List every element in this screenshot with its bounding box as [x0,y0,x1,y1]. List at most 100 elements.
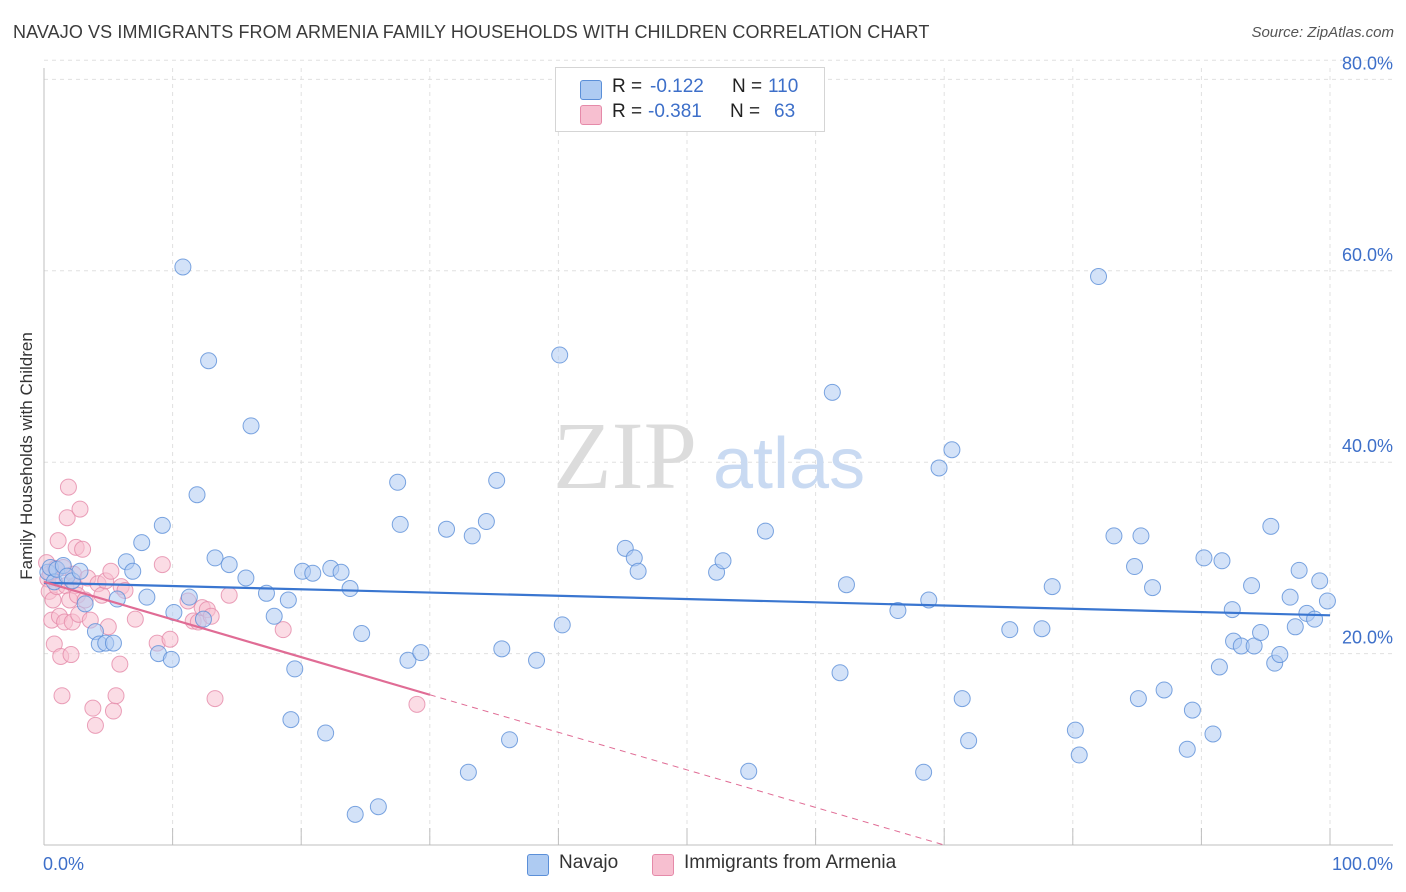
watermark-zip: ZIP [553,402,697,509]
navajo-point-83 [1126,558,1144,576]
navajo-point-54 [493,640,511,658]
navajo-point-86 [1144,579,1162,597]
navajo-swatch [580,80,602,100]
navajo-point-103 [1281,588,1299,606]
y-tick-label-20: 20.0% [1342,628,1393,648]
navajo-point-68 [837,576,855,594]
navajo-point-78 [1043,578,1061,596]
navajo-point-93 [1213,552,1231,570]
navajo-point-48 [412,644,430,662]
navajo-point-42 [346,805,364,823]
navajo-point-77 [1033,620,1051,638]
navajo-point-76 [1001,621,1019,639]
series-immigrants-from-armenia [38,478,426,734]
armenia-point-56 [408,695,426,713]
navajo-n-label: N = [732,76,763,97]
navajo-point-20 [162,650,180,668]
armenia-point-39 [107,687,125,705]
armenia-point-53 [206,690,224,708]
x-tick-labels: 0.0% 100.0% [43,854,1393,874]
navajo-point-12 [104,634,122,652]
correlation-stats-box: R = -0.122 N = 110 R = -0.381 N = 63 [555,67,825,132]
trend-lines [43,580,1331,846]
armenia-point-9 [49,532,67,550]
navajo-n-value: 110 [768,76,799,97]
navajo-point-108 [1311,572,1329,590]
navajo-point-82 [1105,527,1123,545]
legend-navajo-label: Navajo [559,852,619,873]
navajo-point-44 [369,798,387,816]
navajo-point-89 [1183,701,1201,719]
armenia-point-40 [111,655,129,673]
navajo-point-22 [174,258,192,276]
navajo-point-25 [194,610,212,628]
armenia-trend-line [43,580,431,696]
navajo-point-90 [1195,549,1213,567]
navajo-point-38 [317,724,335,742]
navajo-point-85 [1132,527,1150,545]
navajo-point-97 [1243,577,1261,595]
legend-armenia-label: Immigrants from Armenia [684,852,897,873]
navajo-point-91 [1204,725,1222,743]
navajo-point-19 [153,516,171,534]
navajo-point-88 [1178,740,1196,758]
x-tick-min: 0.0% [43,854,84,874]
navajo-point-41 [341,580,359,598]
navajo-point-35 [286,660,304,678]
navajo-point-17 [138,588,156,606]
armenia-point-55 [274,621,292,639]
axes [43,68,1393,846]
armenia-r-value: -0.381 [648,101,702,122]
watermark: ZIP atlas [553,402,865,509]
armenia-swatch [580,105,602,125]
navajo-trend-line [43,581,1331,617]
navajo-point-81 [1090,268,1108,286]
x-tick-marks [43,828,1331,845]
navajo-point-24 [188,486,206,504]
armenia-point-31 [84,699,102,717]
navajo-point-47 [399,651,417,669]
navajo-point-34 [282,711,300,729]
navajo-point-32 [265,607,283,625]
legend-armenia-swatch [652,854,674,876]
navajo-point-80 [1070,746,1088,764]
navajo-point-64 [740,762,758,780]
armenia-trend-extension [429,694,945,846]
navajo-point-30 [242,417,260,435]
navajo-point-72 [930,459,948,477]
navajo-point-50 [459,763,477,781]
navajo-point-79 [1066,721,1084,739]
armenia-point-32 [86,716,104,734]
navajo-point-74 [953,690,971,708]
armenia-point-26 [71,500,89,518]
navajo-point-87 [1155,681,1173,699]
y-tick-label-40: 40.0% [1342,436,1393,456]
armenia-point-27 [74,540,92,558]
navajo-point-109 [1318,592,1336,610]
navajo-point-104 [1286,618,1304,636]
navajo-point-105 [1290,561,1308,579]
armenia-point-12 [53,687,71,705]
navajo-point-26 [200,352,218,370]
armenia-point-16 [58,509,76,527]
navajo-point-75 [960,732,978,750]
navajo-point-43 [353,625,371,643]
armenia-point-46 [161,630,179,648]
navajo-point-94 [1223,601,1241,619]
navajo-point-99 [1252,624,1270,642]
navajo-point-49 [438,520,456,538]
navajo-point-27 [206,549,224,567]
armenia-r-label: R = [612,101,643,122]
armenia-point-45 [153,556,171,574]
navajo-point-66 [823,383,841,401]
navajo-point-67 [831,664,849,682]
armenia-point-37 [102,562,120,580]
navajo-point-7 [71,562,89,580]
navajo-point-63 [714,552,732,570]
navajo-point-58 [553,616,571,634]
navajo-point-56 [528,651,546,669]
navajo-point-53 [488,471,506,489]
navajo-point-33 [279,591,297,609]
navajo-point-92 [1210,658,1228,676]
